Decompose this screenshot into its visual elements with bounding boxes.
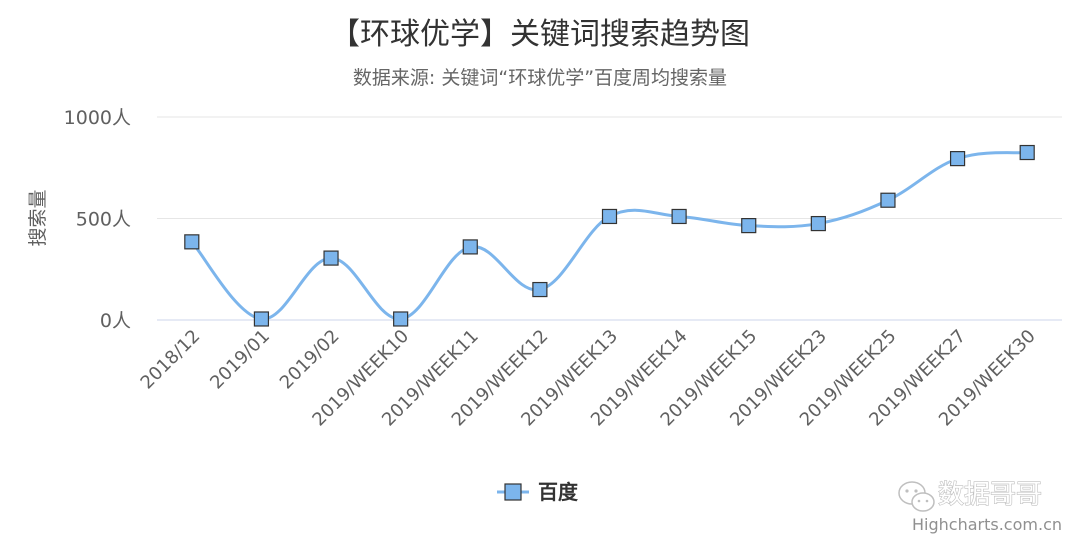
data-point[interactable] — [880, 192, 896, 208]
data-point[interactable] — [949, 151, 966, 167]
x-tick-label: 2019/02 — [276, 326, 344, 394]
data-point[interactable] — [671, 208, 687, 225]
x-tick-label: 2018/12 — [137, 326, 205, 394]
data-point[interactable] — [810, 215, 826, 232]
data-point[interactable] — [393, 311, 409, 327]
credits-link[interactable]: Highcharts.com.cn — [912, 515, 1062, 534]
data-point[interactable] — [741, 218, 757, 234]
data-point[interactable] — [462, 239, 478, 255]
chart-title: 【环球优学】关键词搜索趋势图 — [330, 17, 750, 52]
y-axis-title: 搜索量 — [27, 189, 49, 246]
y-axis-ticks: 0人 500人 1000人 — [64, 107, 131, 332]
data-point[interactable] — [253, 311, 270, 327]
wechat-icon — [898, 481, 935, 512]
gridlines — [157, 116, 1062, 219]
watermark: 数据哥哥 — [898, 479, 1043, 512]
data-point[interactable] — [184, 234, 200, 250]
y-tick-label: 0人 — [100, 310, 131, 332]
legend-marker — [504, 483, 522, 501]
series-line-baidu — [190, 151, 1028, 321]
x-axis-ticks: 2018/12 2019/01 2019/022019/WEEK102019/WEE… — [137, 326, 1040, 431]
y-tick-label: 500人 — [76, 209, 131, 231]
y-tick-label: 1000人 — [64, 107, 131, 129]
legend[interactable]: 百度 — [497, 480, 579, 504]
watermark-text: 数据哥哥 — [938, 480, 1042, 510]
data-point[interactable] — [1019, 144, 1035, 161]
x-tick-label: 2019/01 — [206, 326, 274, 394]
data-point[interactable] — [532, 281, 548, 298]
chart-subtitle: 数据来源: 关键词“环球优学”百度周均搜索量 — [353, 67, 727, 89]
legend-item-baidu[interactable]: 百度 — [538, 480, 579, 504]
series-points — [184, 144, 1035, 327]
data-point[interactable] — [323, 250, 339, 266]
data-point[interactable] — [601, 208, 618, 225]
